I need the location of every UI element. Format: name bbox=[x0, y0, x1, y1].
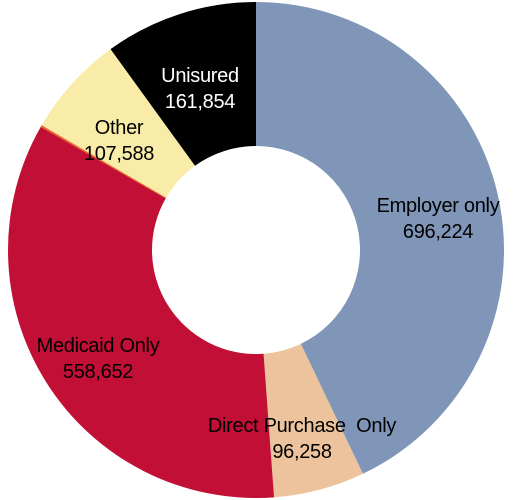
slices-group bbox=[7, 2, 504, 498]
slice-value-label: 558,652 bbox=[63, 361, 133, 383]
slice-name-label: Direct Purchase Only bbox=[208, 415, 397, 437]
slice-value-label: 161,854 bbox=[165, 91, 235, 113]
slice-name-label: Other bbox=[95, 117, 144, 139]
data-label-direct-purchase-only: Direct Purchase Only 96,258 bbox=[208, 415, 397, 463]
slice-unisured bbox=[110, 2, 257, 166]
data-label-medicaid-only: Medicaid Only 558,652 bbox=[37, 335, 160, 383]
slice-other bbox=[41, 49, 196, 198]
data-label-other: Other 107,588 bbox=[84, 117, 154, 165]
data-label-employer-only: Employer only 696,224 bbox=[377, 195, 500, 243]
slice-value-label: 96,258 bbox=[272, 441, 332, 463]
slice-name-label: Employer only bbox=[377, 195, 500, 217]
data-label-unisured: Unisured 161,854 bbox=[161, 65, 239, 113]
slice-medicaid-only bbox=[7, 126, 275, 498]
slice-employer-only bbox=[256, 2, 504, 474]
slice-name-label: Medicaid Only bbox=[37, 335, 160, 357]
slice-name-label: Unisured bbox=[161, 65, 239, 87]
slice-direct-purchase-only bbox=[263, 343, 363, 498]
labels-group: Employer only 696,224 Direct Purchase Only… bbox=[37, 65, 500, 463]
slice-value-label: 696,224 bbox=[403, 221, 473, 243]
slice-unlabeled-3 bbox=[40, 125, 167, 199]
slice-value-label: 107,588 bbox=[84, 143, 154, 165]
